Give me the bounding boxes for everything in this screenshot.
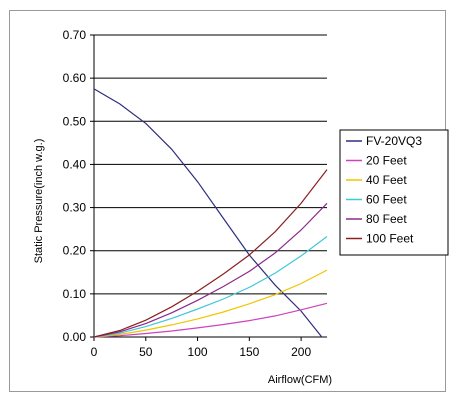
y-tick-label: 0.40 [63,157,87,171]
y-axis-title: Static Pressure(inch w.g.) [33,139,45,264]
legend-label: FV-20VQ3 [366,134,422,148]
series-line [93,236,328,338]
axes [93,35,327,338]
legend-label: 100 Feet [366,232,414,246]
legend-label: 20 Feet [366,154,407,168]
x-tick-label: 150 [239,345,259,359]
y-tick-label: 0.60 [63,71,87,85]
gridlines [94,34,327,295]
series-line [93,202,328,338]
x-tick-label: 100 [188,345,208,359]
y-tick-label: 0.70 [63,28,87,42]
x-tick-label: 0 [91,345,98,359]
series-line [93,169,328,338]
legend: FV-20VQ3 20 Feet 40 Feet 60 Feet 80 Feet 100 … [339,129,449,256]
series-line [93,269,328,338]
x-tick-label: 50 [139,345,153,359]
legend-box [339,129,449,256]
legend-label: 60 Feet [366,193,407,207]
x-axis-title: Airflow(CFM) [268,374,332,386]
series-lines [93,88,328,338]
legend-label: 40 Feet [366,173,407,187]
y-tick-label: 0.20 [63,244,87,258]
y-tick-label: 0.50 [63,114,87,128]
series-line [93,88,323,338]
series-line [93,302,328,338]
legend-label: 80 Feet [366,212,407,226]
y-tick-label: 0.00 [63,330,87,344]
x-tick-label: 200 [291,345,311,359]
y-tick-label: 0.10 [63,287,87,301]
tick-labels: 0.00 0.10 0.20 0.30 0.40 0.50 0.60 0.70 0 50 100 15… [63,28,312,359]
y-tick-label: 0.30 [63,201,87,215]
